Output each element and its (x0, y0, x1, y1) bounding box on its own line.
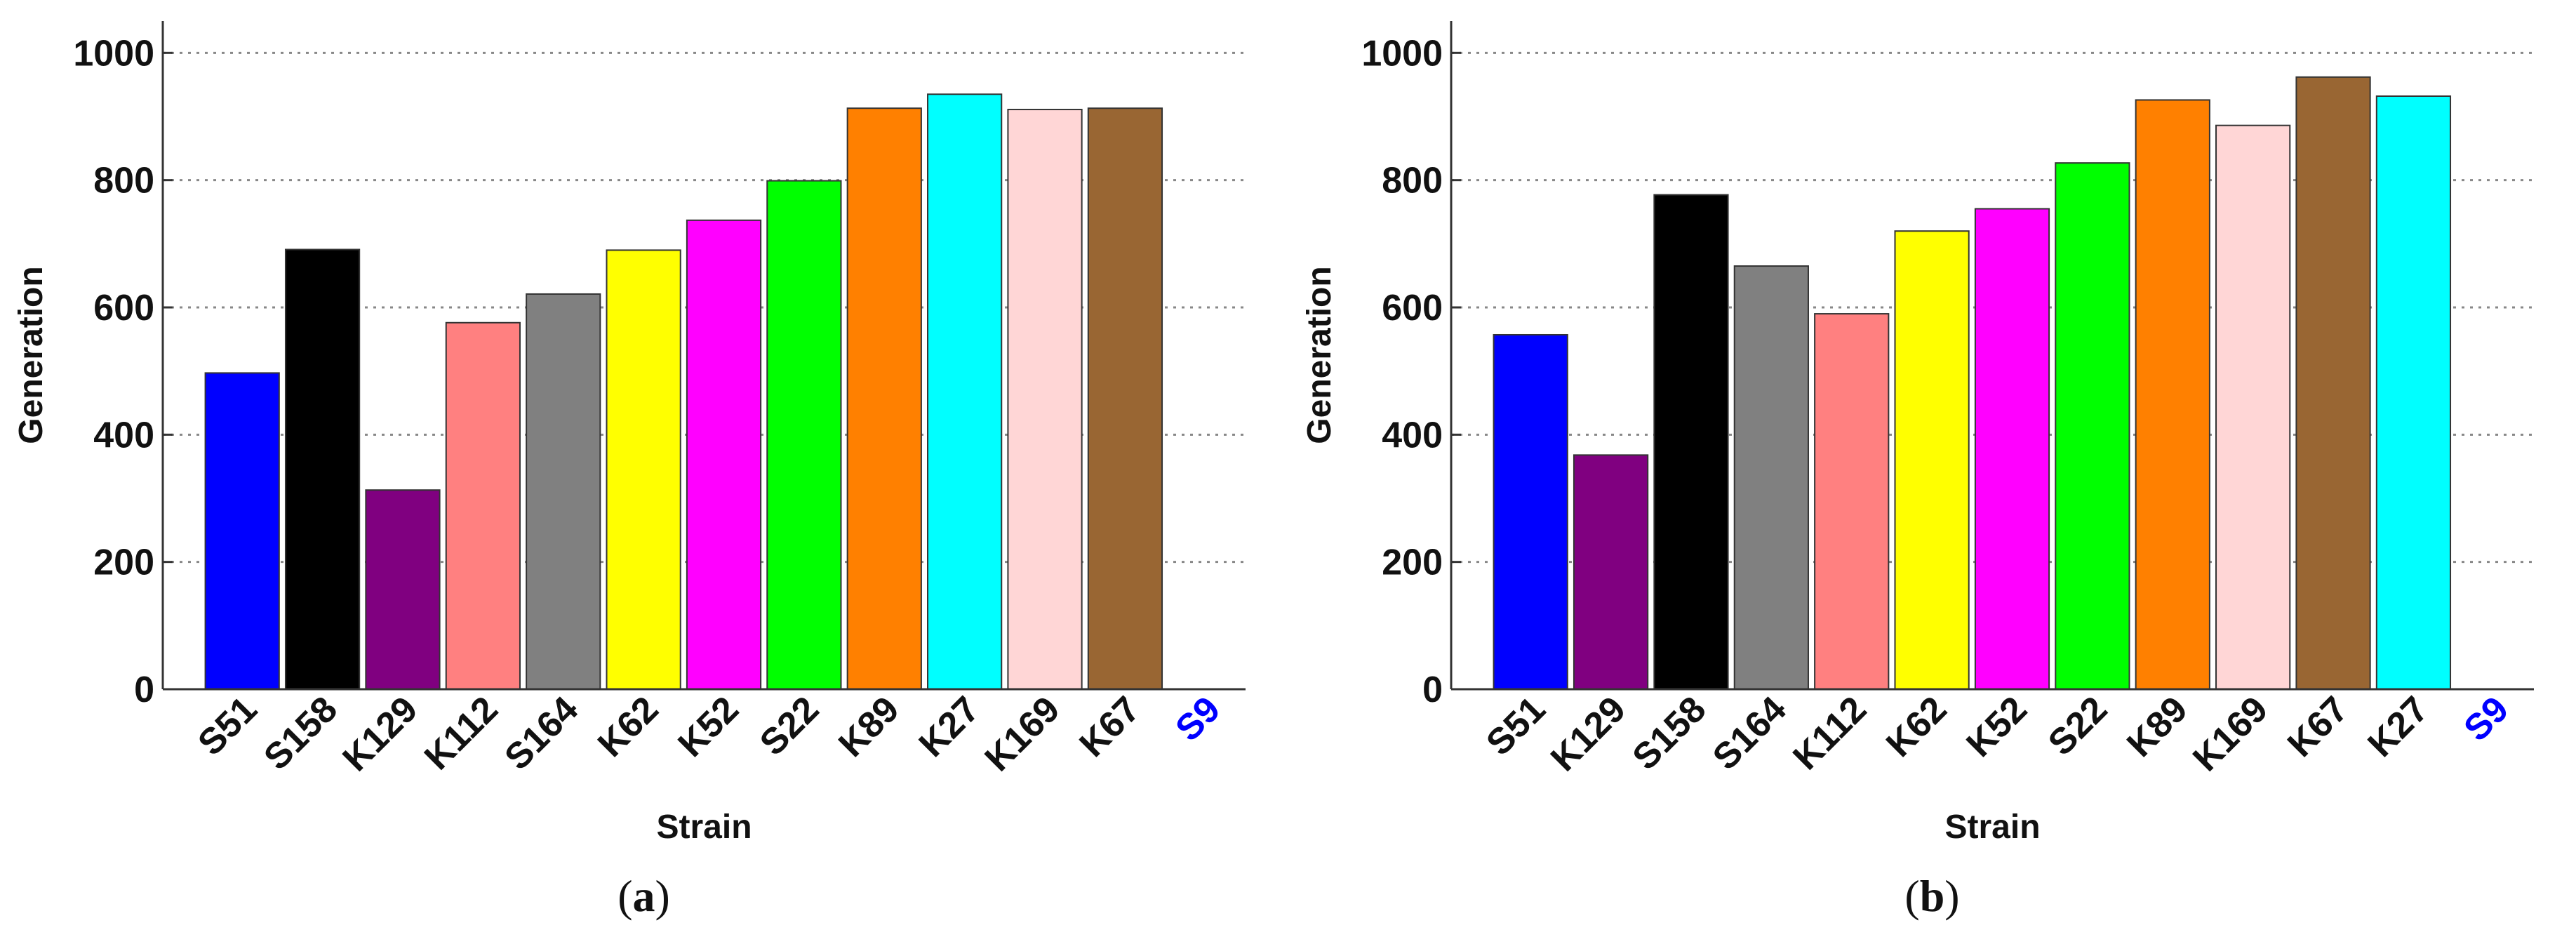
bar-k89 (2135, 99, 2210, 690)
x-tick-label-s9: S9 (2456, 689, 2516, 749)
bar-s164 (526, 293, 601, 690)
x-tick-label-s158: S158 (1625, 689, 1714, 778)
bar-s164 (1733, 265, 1809, 691)
y-tick-label: 200 (93, 543, 154, 583)
x-tick-label-s164: S164 (497, 689, 586, 778)
panel-caption-letter-b: b (1919, 871, 1945, 921)
x-tick-label-k89: K89 (2119, 689, 2195, 764)
y-tick-label: 1000 (73, 33, 154, 74)
bar-k129 (365, 489, 441, 690)
y-tick-label: 800 (1382, 161, 1443, 201)
y-tick-label: 600 (93, 288, 154, 328)
bar-k89 (846, 107, 922, 691)
bar-k67 (1087, 107, 1163, 691)
x-tick-label-s22: S22 (752, 689, 827, 763)
bar-k62 (1894, 230, 1970, 690)
x-axis-title: Strain (656, 809, 752, 846)
bar-k27 (2375, 95, 2452, 690)
x-tick-label-k169: K169 (2185, 689, 2276, 779)
bar-k169 (2215, 124, 2291, 690)
x-tick-label-k52: K52 (1959, 689, 2035, 764)
x-tick-label-k112: K112 (417, 689, 506, 778)
panel-caption-letter-a: a (632, 871, 655, 921)
x-tick-label-s164: S164 (1705, 689, 1794, 778)
bar-k112 (445, 321, 521, 690)
panel-caption-a: (a) (618, 871, 670, 921)
y-tick-label: 0 (134, 670, 154, 710)
y-tick-label: 200 (1382, 543, 1443, 583)
x-tick-label-k89: K89 (831, 689, 907, 764)
x-tick-label-k67: K67 (2280, 689, 2356, 764)
bar-s51 (204, 372, 280, 690)
bar-k169 (1007, 109, 1083, 690)
y-axis-title: Generation (13, 266, 50, 444)
x-tick-label-k169: K169 (977, 689, 1068, 779)
x-tick-label-s9: S9 (1168, 689, 1228, 749)
x-tick-label-s158: S158 (256, 689, 345, 778)
y-tick-label: 400 (1382, 415, 1443, 456)
chart-panel-a: 0 200 400 600 800 1000 S51 S158 K129 K112 S164 K62 K… (13, 21, 1246, 921)
x-tick-label-k27: K27 (2360, 689, 2436, 764)
y-tick-label: 0 (1422, 670, 1443, 710)
bar-s51 (1493, 333, 1568, 690)
x-tick-label-k62: K62 (1878, 689, 1954, 764)
x-tick-label-k112: K112 (1785, 689, 1874, 778)
bar-k52 (1974, 208, 2050, 690)
x-tick-label-k27: K27 (912, 689, 987, 764)
y-axis-title: Generation (1301, 266, 1338, 444)
bar-k62 (606, 249, 681, 690)
bar-s158 (284, 248, 361, 690)
x-tick-label-k129: K129 (1543, 689, 1634, 779)
bar-k67 (2295, 76, 2371, 690)
y-tick-label: 600 (1382, 288, 1443, 328)
bar-k129 (1573, 454, 1649, 690)
bar-k52 (686, 219, 762, 690)
y-tick-label: 1000 (1361, 33, 1443, 74)
x-tick-label-s51: S51 (190, 689, 265, 763)
x-tick-label-s51: S51 (1479, 689, 1553, 763)
chart-panel-b: 0 200 400 600 800 1000 S51 K129 S158 S164 K112 K62 K… (1288, 0, 2576, 944)
x-tick-label-s22: S22 (2041, 689, 2115, 763)
y-tick-label: 400 (93, 415, 154, 456)
x-axis-title: Strain (1944, 809, 2040, 846)
bar-k112 (1814, 313, 1890, 691)
y-tick-label: 800 (93, 161, 154, 201)
x-tick-label-k52: K52 (671, 689, 747, 764)
x-tick-label-k129: K129 (335, 689, 426, 779)
panel-caption-b: (b) (1904, 871, 1960, 921)
x-tick-label-k67: K67 (1072, 689, 1147, 764)
bar-s158 (1653, 194, 1729, 690)
bar-k27 (927, 93, 1003, 690)
bar-s22 (2055, 162, 2130, 691)
x-tick-label-k62: K62 (590, 689, 666, 764)
bar-s22 (766, 180, 842, 691)
